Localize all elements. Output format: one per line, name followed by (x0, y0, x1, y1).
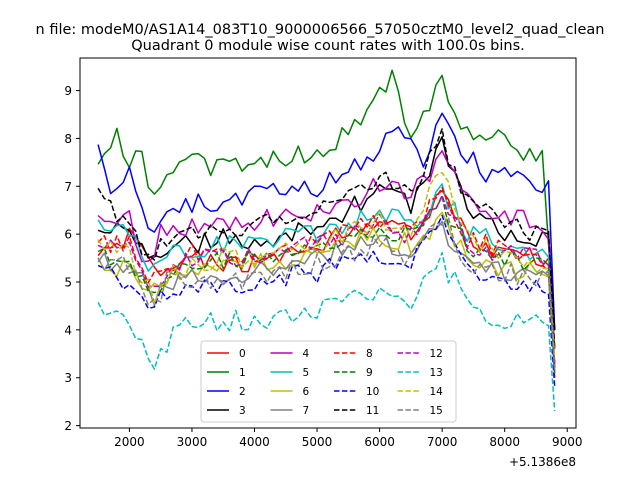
legend-label-8: 8 (366, 348, 373, 360)
legend-label-11: 11 (366, 405, 379, 417)
legend-label-5: 5 (303, 367, 310, 379)
series-line-3 (97, 136, 556, 330)
y-tick-label: 8 (64, 132, 72, 146)
legend-box (200, 340, 457, 423)
y-tick-label: 3 (64, 371, 72, 385)
x-tick-label: 2000 (114, 435, 145, 449)
chart-title: Quadrant 0 module wise count rates with … (131, 38, 525, 54)
x-tick-label: 5000 (302, 435, 333, 449)
axes-layer: 2000 3000 4000 5000 6000 7000 8000 9000 2 3 4 5 6 7 8 9 (64, 84, 582, 449)
y-tick-label: 7 (64, 180, 72, 194)
series-line-5 (97, 183, 556, 364)
series-line-4 (97, 150, 556, 350)
series-line-2 (97, 112, 556, 330)
y-tick-label: 9 (64, 84, 72, 98)
legend-label-9: 9 (366, 367, 373, 379)
y-tick-label: 6 (64, 228, 72, 242)
figure-suptitle: n file: modeM0/AS1A14_083T10_9000006566_… (36, 22, 605, 38)
x-tick-label: 4000 (239, 435, 270, 449)
legend-label-1: 1 (239, 367, 246, 379)
series-line-11 (97, 128, 556, 350)
legend-label-14: 14 (430, 386, 444, 398)
series-line-15 (97, 216, 556, 374)
legend-label-15: 15 (430, 405, 443, 417)
legend-label-10: 10 (366, 386, 379, 398)
series-line-6 (97, 211, 556, 369)
legend-label-3: 3 (239, 405, 246, 417)
series-line-13 (97, 251, 556, 412)
legend-label-6: 6 (303, 386, 310, 398)
series-line-14 (97, 171, 556, 359)
x-tick-label: 3000 (177, 435, 208, 449)
x-offset-label: +5.1386e8 (509, 455, 576, 469)
legend-label-4: 4 (303, 348, 310, 360)
y-tick-label: 5 (64, 276, 72, 290)
x-tick-label: 9000 (552, 435, 583, 449)
series-line-7 (97, 220, 556, 369)
legend-label-12: 12 (430, 348, 443, 360)
series-layer (97, 69, 556, 412)
x-tick-label: 7000 (427, 435, 458, 449)
legend-label-0: 0 (239, 348, 246, 360)
x-tick-label: 6000 (364, 435, 395, 449)
series-line-8 (97, 186, 556, 369)
series-line-10 (97, 214, 556, 388)
series-line-1 (97, 69, 556, 330)
legend-label-7: 7 (303, 405, 310, 417)
y-tick-label: 4 (64, 323, 72, 337)
x-tick-label: 8000 (489, 435, 520, 449)
plot-frame (79, 57, 577, 429)
legend-label-13: 13 (430, 367, 443, 379)
legend-label-2: 2 (239, 386, 246, 398)
y-tick-label: 2 (64, 419, 72, 433)
